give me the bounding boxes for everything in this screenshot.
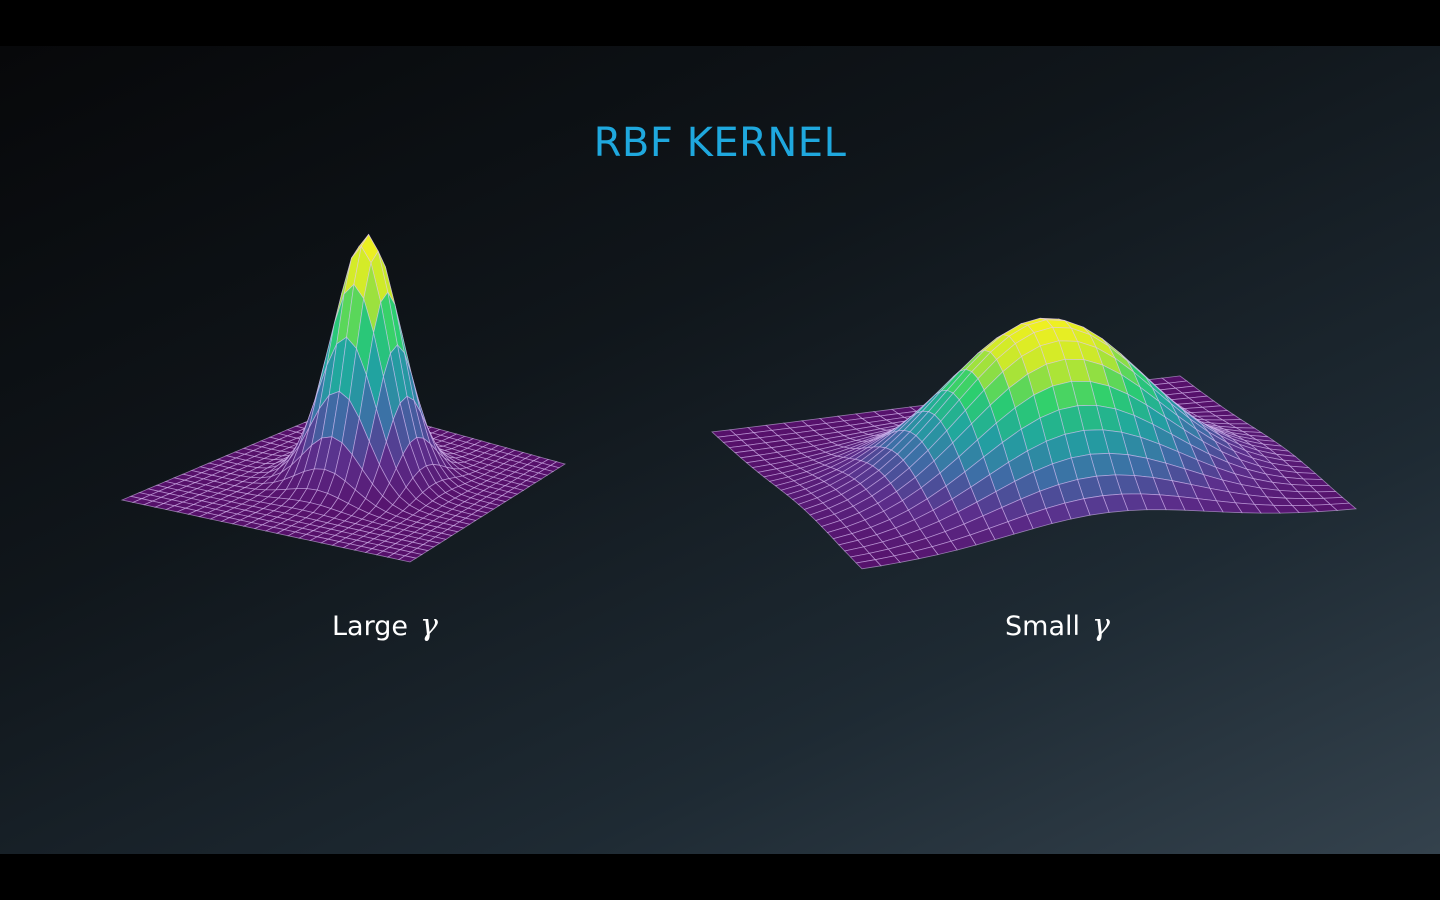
caption-large-label: Large [332, 611, 408, 642]
surface-cell [397, 555, 418, 563]
slide-title: RBF KERNEL [593, 120, 847, 166]
gamma-symbol-left: γ [419, 608, 438, 643]
surface-mesh [120, 233, 566, 563]
caption-small-gamma: Small γ [1005, 608, 1110, 643]
caption-large-gamma: Large γ [332, 608, 438, 643]
slide: RBF KERNEL Large γ Small γ [0, 46, 1440, 854]
letterbox-top [0, 0, 1440, 46]
surface-cell [855, 559, 882, 570]
rbf-surface-large-gamma [120, 233, 566, 563]
caption-small-label: Small [1005, 611, 1080, 642]
letterbox-bottom [0, 854, 1440, 900]
rbf-surface-small-gamma [711, 317, 1358, 570]
gamma-symbol-right: γ [1092, 608, 1110, 643]
surface-mesh [711, 317, 1358, 570]
